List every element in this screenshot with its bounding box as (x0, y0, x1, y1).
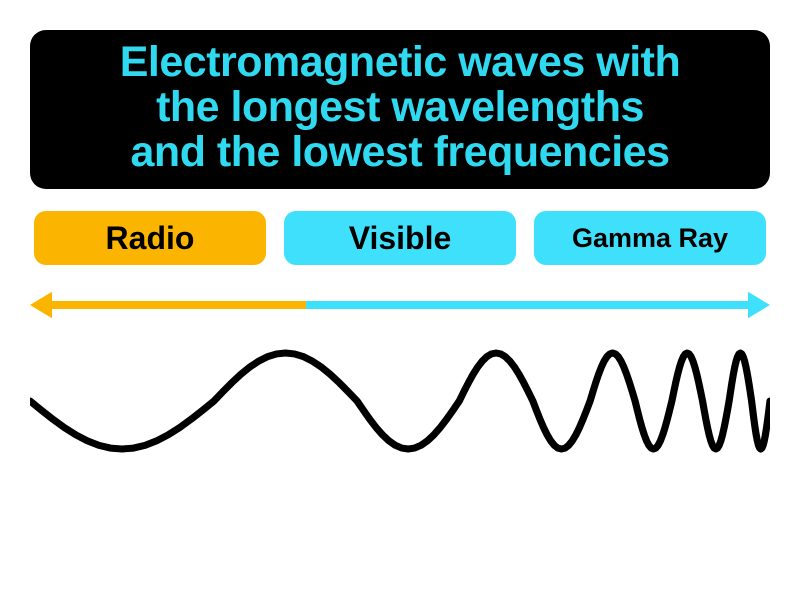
spectrum-labels-row: Radio Visible Gamma Ray (30, 211, 770, 265)
pill-radio-label: Radio (106, 220, 195, 257)
pill-radio: Radio (34, 211, 266, 265)
pill-visible: Visible (284, 211, 516, 265)
arrow-svg (30, 285, 770, 325)
title-line-2: the longest wavelengths (54, 85, 746, 130)
pill-gamma-ray-label: Gamma Ray (572, 223, 728, 254)
pill-gamma-ray: Gamma Ray (534, 211, 766, 265)
wavelength-visualization (30, 341, 770, 461)
definition-title-box: Electromagnetic waves with the longest w… (30, 30, 770, 189)
spectrum-arrow (30, 285, 770, 325)
title-line-3: and the lowest frequencies (54, 130, 746, 175)
wave-svg (30, 341, 770, 461)
pill-visible-label: Visible (349, 220, 452, 257)
title-line-1: Electromagnetic waves with (54, 40, 746, 85)
